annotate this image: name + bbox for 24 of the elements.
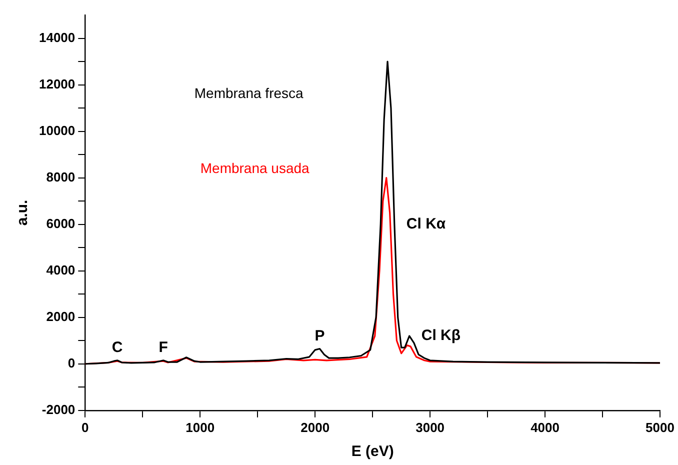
y-tick-label: 8000 xyxy=(46,169,76,184)
x-axis-title: E (eV) xyxy=(351,443,394,460)
x-tick-label: 4000 xyxy=(530,420,560,435)
annotation: P xyxy=(314,327,325,344)
x-tick-label: 2000 xyxy=(300,420,330,435)
y-tick-label: 0 xyxy=(68,355,76,370)
y-tick-label: 4000 xyxy=(46,262,76,278)
x-tick-label: 1000 xyxy=(186,420,215,435)
x-tick-label: 0 xyxy=(82,420,89,435)
y-axis-title: a.u. xyxy=(14,200,32,226)
y-tick-label: 10000 xyxy=(38,122,76,138)
x-tick-label: 3000 xyxy=(416,420,445,435)
text: Membrana usada xyxy=(200,160,310,176)
annotation: F xyxy=(158,339,168,356)
y-tick-label: -2000 xyxy=(42,402,76,417)
y-tick-label: 14000 xyxy=(38,30,76,45)
y-tick-label: 2000 xyxy=(46,308,76,324)
x-tick-label: 5000 xyxy=(646,420,674,435)
y-tick-label: 6000 xyxy=(46,216,76,231)
y-tick-label: 12000 xyxy=(38,76,76,92)
text: Membrana fresca xyxy=(194,84,304,101)
annotation: C xyxy=(112,339,123,356)
annotation: Cl Kα xyxy=(406,215,446,232)
annotation: Cl Kβ xyxy=(421,327,461,344)
